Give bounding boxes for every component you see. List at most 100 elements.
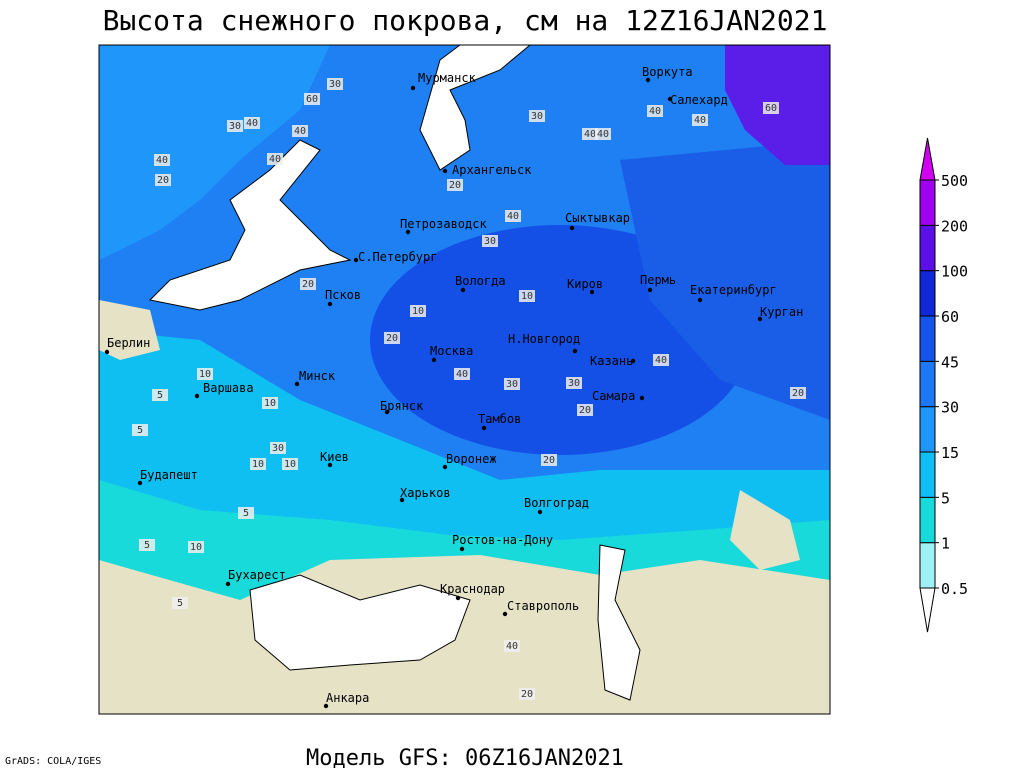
city-labels: Мурманск Воркута Салехард Архангельск Петроз…: [104, 65, 803, 709]
contour-label-bg: [238, 507, 254, 519]
city-dot: [442, 168, 448, 174]
city-dot: [137, 480, 143, 486]
contour-label-bg: [566, 377, 582, 389]
city-dot: [294, 381, 300, 387]
contour-label-bg: [152, 389, 168, 401]
contour-label: 40: [269, 154, 281, 165]
contour-label-bg: [504, 640, 520, 652]
contour-label-bg: [244, 117, 260, 129]
contour-label: 40: [584, 129, 596, 140]
sea: [597, 544, 641, 701]
colorbar-swatch: [919, 270, 936, 317]
contour-label: 40: [694, 115, 706, 126]
contour-label-bg: [155, 174, 171, 186]
city-label: Волгоград: [524, 496, 589, 510]
colorbar-label: 0.5: [941, 580, 968, 598]
city-dot: [572, 348, 578, 354]
contour-label: 40: [597, 129, 609, 140]
city-dot: [455, 595, 461, 601]
contour-label-bg: [304, 93, 320, 105]
city-dot: [459, 546, 465, 552]
contour-label: 20: [521, 689, 533, 700]
contour-label-bg: [541, 454, 557, 466]
contour-label: 40: [507, 211, 519, 222]
city-label: Самара: [592, 389, 635, 403]
city-label: Киев: [320, 450, 349, 464]
city-dot: [327, 462, 333, 468]
contour-label-bg: [267, 153, 283, 165]
region: [620, 140, 830, 420]
city-dot: [353, 257, 359, 263]
city-label: Н.Новгород: [508, 332, 580, 346]
contour-label: 10: [284, 459, 296, 470]
colorbar-label: 1: [941, 535, 950, 553]
city-label: Курган: [760, 305, 803, 319]
city-dot: [225, 581, 231, 587]
contour-label-bg: [197, 368, 213, 380]
land: [730, 490, 800, 570]
city-label: Воркута: [642, 65, 693, 79]
contour-label-bg: [292, 125, 308, 137]
city-dot: [431, 357, 437, 363]
contour-label-bg: [647, 105, 663, 117]
credit: GrADS: COLA/IGES: [5, 756, 101, 767]
contour-label-bg: [410, 305, 426, 317]
map: [99, 45, 830, 714]
region: [99, 45, 330, 260]
contour-label-bg: [154, 154, 170, 166]
city-dot: [481, 425, 487, 431]
footer-model: Модель GFS: 06Z16JAN2021: [306, 746, 624, 768]
colorbar-high: [919, 137, 936, 181]
colorbar-label: 30: [941, 399, 959, 417]
colorbar-swatch: [919, 315, 936, 362]
city-dot: [589, 289, 595, 295]
city-label: Минск: [299, 369, 336, 383]
contour-label-bg: [227, 120, 243, 132]
contour-label: 30: [272, 443, 284, 454]
contour-label-bg: [172, 597, 188, 609]
contour-label: 30: [229, 121, 241, 132]
contour-label: 5: [137, 425, 143, 436]
contour-label: 30: [568, 378, 580, 389]
contour-label-bg: [595, 128, 611, 140]
contour-label-bg: [504, 378, 520, 390]
contour-label-bg: [790, 387, 806, 399]
colorbar-swatch: [919, 224, 936, 272]
city-label: Казань: [590, 354, 633, 368]
contour-label: 20: [449, 180, 461, 191]
city-label: Москва: [430, 344, 473, 358]
land: [99, 300, 160, 360]
city-dot: [697, 297, 703, 303]
contour-label-bg: [384, 332, 400, 344]
contour-label: 5: [243, 508, 249, 519]
colorbar-swatch: [919, 360, 936, 408]
city-dot: [667, 96, 673, 102]
colorbar-label: 100: [941, 263, 968, 281]
colorbar-swatch: [919, 406, 936, 453]
city-label: Салехард: [670, 93, 728, 107]
city-dot: [194, 393, 200, 399]
colorbar-label: 60: [941, 308, 959, 326]
contour-label: 40: [156, 155, 168, 166]
contour-label-bg: [577, 404, 593, 416]
contour-label: 10: [252, 459, 264, 470]
contour-label: 5: [177, 598, 183, 609]
city-label: Архангельск: [452, 163, 532, 177]
city-label: Мурманск: [418, 71, 477, 85]
contour-label-bg: [482, 235, 498, 247]
contour-label: 60: [306, 94, 318, 105]
contour-label-bg: [454, 368, 470, 380]
city-label: Краснодар: [440, 582, 505, 596]
city-dot: [537, 509, 543, 515]
city-label: Ростов-на-Дону: [452, 533, 553, 547]
city-label: Брянск: [380, 399, 424, 413]
contour-label: 20: [386, 333, 398, 344]
colorbar-swatch: [919, 542, 936, 589]
sea: [148, 139, 352, 311]
city-label: Будапешт: [140, 468, 198, 482]
city-label: Ставрополь: [507, 599, 579, 613]
city-label: Варшава: [203, 381, 254, 395]
colorbar-label: 200: [941, 217, 968, 235]
contour-label-bg: [188, 541, 204, 553]
